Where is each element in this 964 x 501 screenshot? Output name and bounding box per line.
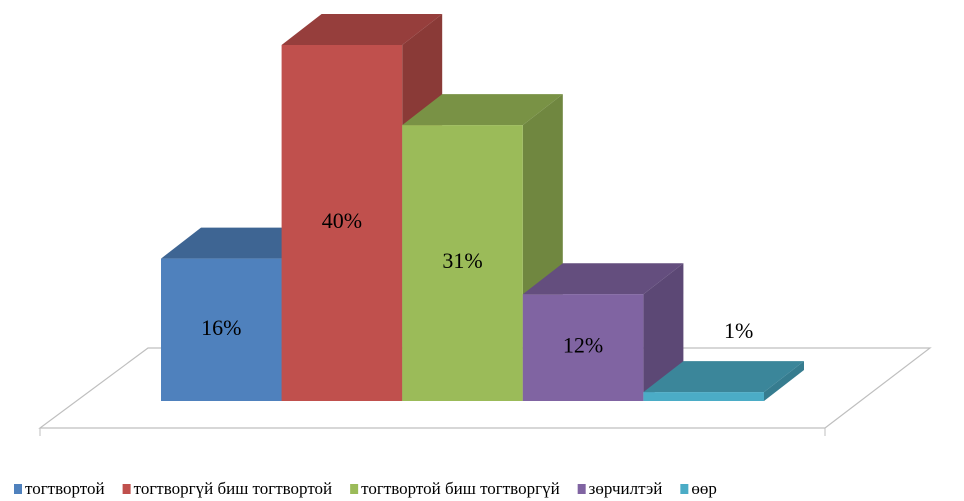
bar [161,258,282,401]
bar [522,294,644,401]
bar-top [402,94,563,126]
data-label: 1% [724,318,753,343]
bar-side [764,361,804,401]
bar-top [161,227,322,259]
legend-label: өөр [691,479,717,498]
legend-swatch [350,484,359,494]
legend-swatch [577,484,586,494]
data-label: 31% [442,248,482,273]
bar-top [643,361,804,393]
data-label: 12% [563,333,603,358]
legend-label: тогтвортой биш тогтворгүй [361,479,560,498]
legend-label: тогтвортой [25,479,105,498]
bar-top [522,263,684,295]
bar-side [643,263,684,401]
legend-label: зөрчилтэй [589,479,663,498]
bar [402,125,523,401]
legend-swatch [122,484,131,494]
legend-label: тогтворгүй биш тогтвортой [134,479,333,498]
data-label: 16% [201,315,241,340]
bar [281,45,403,401]
legend-swatch [14,484,22,494]
bar [643,392,764,401]
legend-swatch [680,484,689,494]
data-label: 40% [322,208,362,233]
bar-top [281,14,443,45]
